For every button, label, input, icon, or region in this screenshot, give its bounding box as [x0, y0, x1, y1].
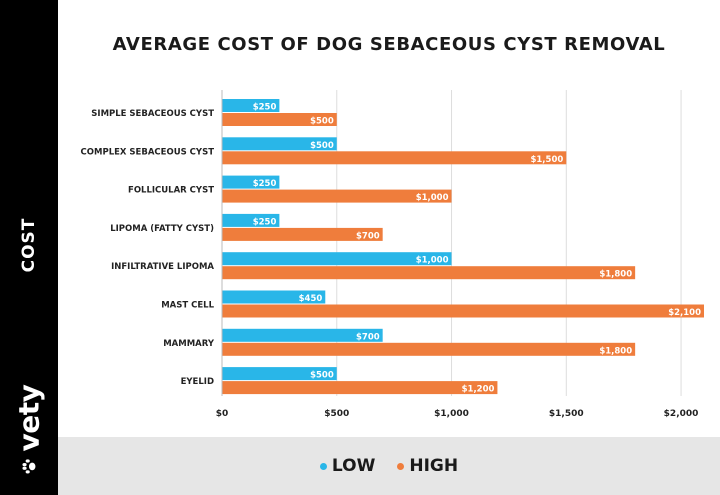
chart-title: AVERAGE COST OF DOG SEBACEOUS CYST REMOV… — [112, 34, 666, 55]
bar-chart: $0 $500 $1,000 $1,500 $2,000 SIMPLE SEBACEOUS… — [81, 90, 704, 419]
data-label: $700 — [356, 231, 380, 241]
data-label: $1,000 — [416, 256, 449, 266]
category-label: LIPOMA (FATTY CYST) — [110, 224, 214, 234]
data-label: $250 — [253, 179, 277, 189]
bar-high — [222, 304, 704, 318]
data-label: $1,500 — [530, 155, 563, 165]
y-axis-label: COST — [19, 217, 39, 273]
data-label: $250 — [253, 103, 277, 113]
category-label: COMPLEX SEBACEOUS CYST — [81, 147, 215, 157]
legend-band: LOW HIGH — [58, 437, 720, 495]
data-label: $500 — [310, 117, 334, 127]
data-label: $500 — [310, 371, 334, 381]
category-label: INFILTRATIVE LIPOMA — [111, 262, 214, 272]
bar-low — [222, 367, 337, 381]
data-label: $1,800 — [599, 270, 632, 280]
brand-name: vety — [12, 384, 46, 452]
category-label: MAMMARY — [163, 339, 215, 349]
x-tick-label: $1,000 — [434, 409, 469, 419]
bar-high — [222, 266, 636, 280]
data-label: $700 — [356, 332, 380, 342]
data-label: $250 — [253, 217, 277, 227]
legend-dot-high — [397, 462, 405, 470]
bar-high — [222, 151, 567, 165]
category-label: MAST CELL — [161, 301, 214, 311]
data-label: $450 — [299, 294, 323, 304]
bar-high — [222, 227, 383, 241]
bar-low — [222, 328, 383, 342]
legend-label-low: LOW — [331, 456, 376, 476]
x-tick-label: $1,500 — [549, 409, 584, 419]
data-label: $1,800 — [599, 346, 632, 356]
legend-dot-low — [319, 462, 327, 470]
brand-logo: vety — [13, 385, 46, 476]
x-tick-label: $500 — [324, 409, 349, 419]
x-tick-label: $0 — [216, 409, 229, 419]
bar-low — [222, 213, 280, 227]
x-tick-label: $2,000 — [664, 409, 699, 419]
bar-high — [222, 381, 498, 395]
side-band: COST vety — [0, 0, 58, 495]
bar-high — [222, 113, 337, 126]
bar-low — [222, 252, 452, 266]
data-label: $2,100 — [668, 308, 701, 318]
legend: LOW HIGH — [58, 456, 720, 476]
legend-item-high: HIGH — [397, 456, 458, 476]
legend-item-low: LOW — [319, 456, 376, 476]
bar-high — [222, 342, 636, 356]
paw-icon — [21, 459, 35, 474]
data-label: $500 — [310, 141, 334, 151]
bar-low — [222, 290, 326, 304]
bar-low — [222, 99, 280, 112]
category-label: FOLLICULAR CYST — [128, 186, 214, 196]
bar-low — [222, 137, 337, 151]
data-label: $1,200 — [462, 385, 495, 395]
legend-label-high: HIGH — [409, 456, 459, 476]
category-label: EYELID — [181, 377, 214, 387]
bar-low — [222, 175, 280, 189]
bar-high — [222, 189, 452, 203]
category-label: SIMPLE SEBACEOUS CYST — [91, 109, 214, 119]
data-label: $1,000 — [416, 193, 449, 203]
